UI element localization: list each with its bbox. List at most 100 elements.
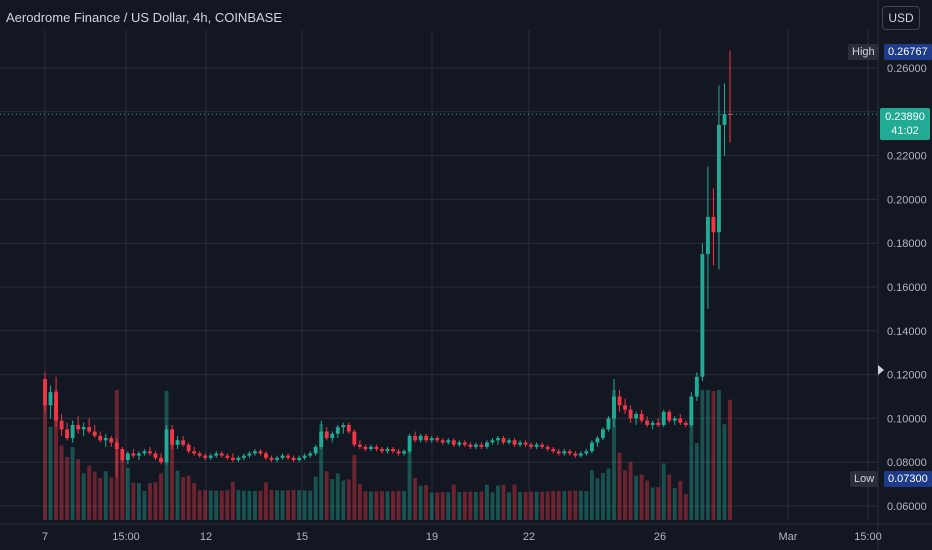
volume-bar <box>380 491 384 520</box>
candle-body <box>374 446 379 450</box>
candle-body <box>496 438 500 441</box>
candle-body <box>612 396 616 419</box>
candle-body <box>175 440 180 445</box>
volume-bar <box>722 424 727 520</box>
volume-bar <box>402 491 407 520</box>
volume-bar <box>87 465 92 520</box>
volume-bar <box>269 489 274 520</box>
candle-body <box>490 440 495 443</box>
candle-body <box>545 446 550 450</box>
candle-body <box>446 440 451 443</box>
volume-bar <box>391 491 395 520</box>
candle-body <box>131 453 136 456</box>
candle-body <box>457 442 462 445</box>
x-tick-label: 12 <box>200 531 212 543</box>
candle-body <box>485 442 489 447</box>
volume-bar <box>501 484 506 520</box>
candle-body <box>81 427 86 430</box>
candle-body <box>65 429 70 439</box>
candle-body <box>380 449 384 452</box>
candle-body <box>214 453 219 456</box>
candle-body <box>324 431 329 439</box>
volume-bar <box>236 490 241 520</box>
volume-bar <box>667 474 672 520</box>
volume-bar <box>451 484 456 520</box>
candle-body <box>722 113 727 125</box>
volume-bar <box>678 480 683 520</box>
volume-bar <box>324 471 329 520</box>
candle-body <box>689 396 694 425</box>
volume-bars <box>43 390 732 520</box>
candle-body <box>120 449 125 461</box>
candle-body <box>142 451 147 454</box>
price-axis[interactable]: 0.260000.240000.220000.200000.180000.160… <box>887 63 927 513</box>
volume-bar <box>214 490 219 520</box>
volume-bar <box>280 490 285 520</box>
candle-body <box>672 418 677 421</box>
candle-body <box>589 442 594 452</box>
high-value: 0.26767 <box>884 44 932 60</box>
candle-body <box>418 435 423 441</box>
candle-body <box>48 392 53 406</box>
candle-body <box>319 431 324 447</box>
candle-body <box>291 457 296 461</box>
time-axis[interactable]: 7 15:00 12 15 19 22 26 Mar 15:00 <box>42 531 882 543</box>
x-tick-label: Mar <box>779 531 798 543</box>
candle-body <box>225 455 230 458</box>
candle-body <box>92 431 97 436</box>
high-label: High <box>848 44 879 60</box>
volume-bar <box>125 467 130 520</box>
last-price-value: 0.23890 <box>885 111 925 123</box>
candle-body <box>363 446 368 450</box>
candle-body <box>628 409 633 419</box>
currency-button[interactable]: USD <box>882 6 920 30</box>
candle-body <box>584 451 589 454</box>
volume-bar <box>700 390 705 520</box>
candle-body <box>264 453 268 458</box>
candle-body <box>159 457 163 463</box>
volume-bar <box>76 459 81 520</box>
candle-body <box>302 455 307 458</box>
last-price-tag: 0.23890 41:02 <box>880 108 930 140</box>
scroll-right-icon[interactable] <box>878 365 884 375</box>
candle-body <box>717 124 721 233</box>
volume-bar <box>98 477 103 520</box>
volume-bar <box>545 491 550 520</box>
candle-body <box>645 420 650 425</box>
candle-body <box>247 453 252 456</box>
volume-bar <box>396 490 401 520</box>
candle-body <box>391 449 395 452</box>
candle-body <box>518 442 523 445</box>
volume-bar <box>48 426 53 520</box>
candle-body <box>462 442 467 445</box>
y-tick-label: 0.10000 <box>887 413 927 425</box>
volume-bar <box>617 452 622 520</box>
volume-bar <box>656 487 661 520</box>
candle-body <box>407 435 412 452</box>
volume-bar <box>109 477 114 520</box>
volume-bar <box>717 390 721 520</box>
candle-body <box>440 440 445 443</box>
candle-body <box>164 429 169 463</box>
candle-body <box>352 431 357 445</box>
volume-bar <box>413 477 418 520</box>
volume-bar <box>247 490 252 520</box>
candle-body <box>468 444 473 447</box>
candle-body <box>507 440 511 443</box>
candle-body <box>501 438 506 443</box>
candle-body <box>661 411 666 425</box>
candle-body <box>136 453 141 456</box>
volume-bar <box>689 419 694 520</box>
symbol-title: Aerodrome Finance / US Dollar, 4h, COINB… <box>6 10 283 25</box>
candle-body <box>341 424 346 428</box>
volume-bar <box>131 482 136 520</box>
volume-bar <box>705 390 710 520</box>
candle-body <box>186 444 191 452</box>
candle-body <box>529 444 534 447</box>
volume-bar <box>496 485 500 520</box>
volume-bar <box>330 479 335 520</box>
volume-bar <box>523 491 528 520</box>
candle-body <box>512 440 517 445</box>
volume-bar <box>507 492 511 520</box>
candle-body <box>241 455 246 458</box>
